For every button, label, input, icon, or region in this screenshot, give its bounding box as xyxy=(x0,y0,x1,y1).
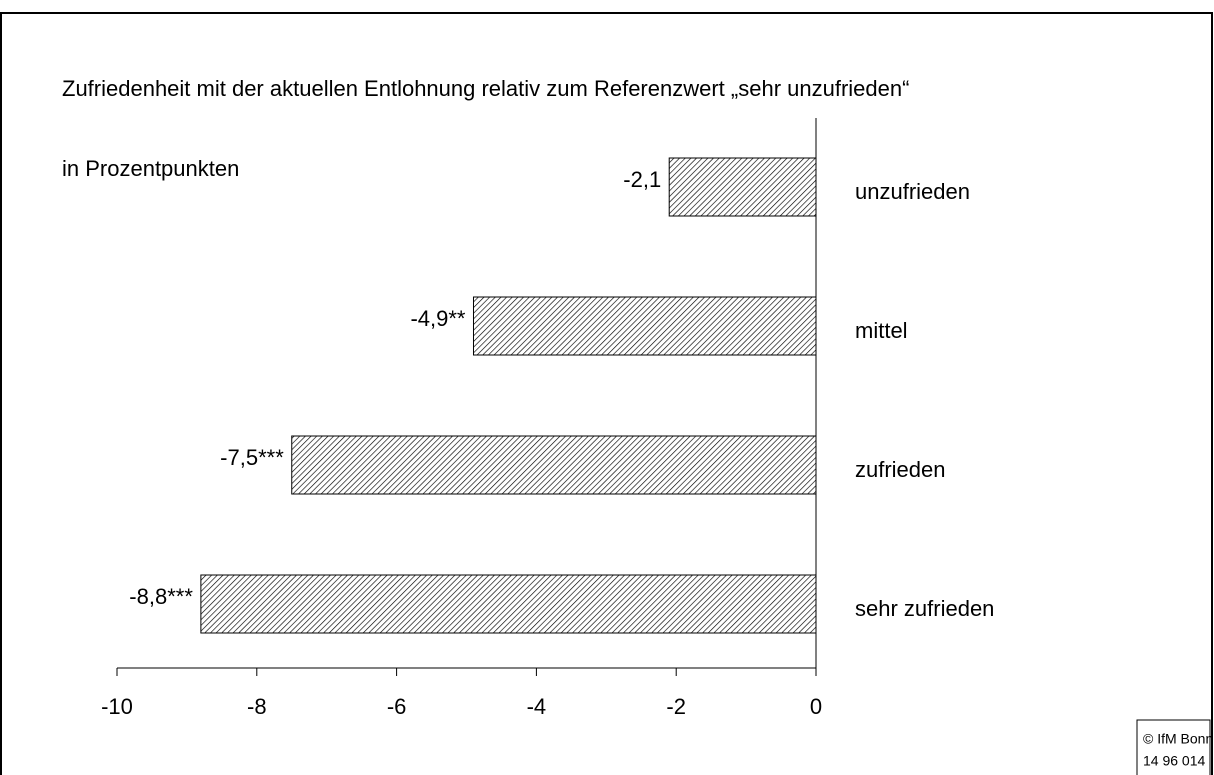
source-line: © IfM Bonn xyxy=(1143,731,1213,747)
category-label: sehr zufrieden xyxy=(855,596,994,621)
value-label: -4,9** xyxy=(410,306,465,331)
x-tick-label: 0 xyxy=(810,694,822,719)
bar xyxy=(472,296,817,356)
value-label: -8,8*** xyxy=(129,584,193,609)
source-box xyxy=(1136,719,1211,775)
x-tick-label: -8 xyxy=(247,694,267,719)
category-label: mittel xyxy=(855,318,908,343)
category-label: unzufrieden xyxy=(855,179,970,204)
value-label: -2,1 xyxy=(623,167,661,192)
bar xyxy=(200,574,817,634)
chart-subtitle: in Prozentpunkten xyxy=(62,156,239,181)
category-label: zufrieden xyxy=(855,457,946,482)
x-tick-label: -4 xyxy=(527,694,547,719)
bar xyxy=(291,435,817,495)
x-tick-label: -10 xyxy=(101,694,133,719)
bar xyxy=(668,157,817,217)
chart-title: Zufriedenheit mit der aktuellen Entlohnu… xyxy=(62,76,909,101)
value-label: -7,5*** xyxy=(220,445,284,470)
x-tick-label: -2 xyxy=(666,694,686,719)
frame xyxy=(0,12,1213,775)
source-line: 14 96 014 xyxy=(1143,753,1205,769)
x-tick-label: -6 xyxy=(387,694,407,719)
